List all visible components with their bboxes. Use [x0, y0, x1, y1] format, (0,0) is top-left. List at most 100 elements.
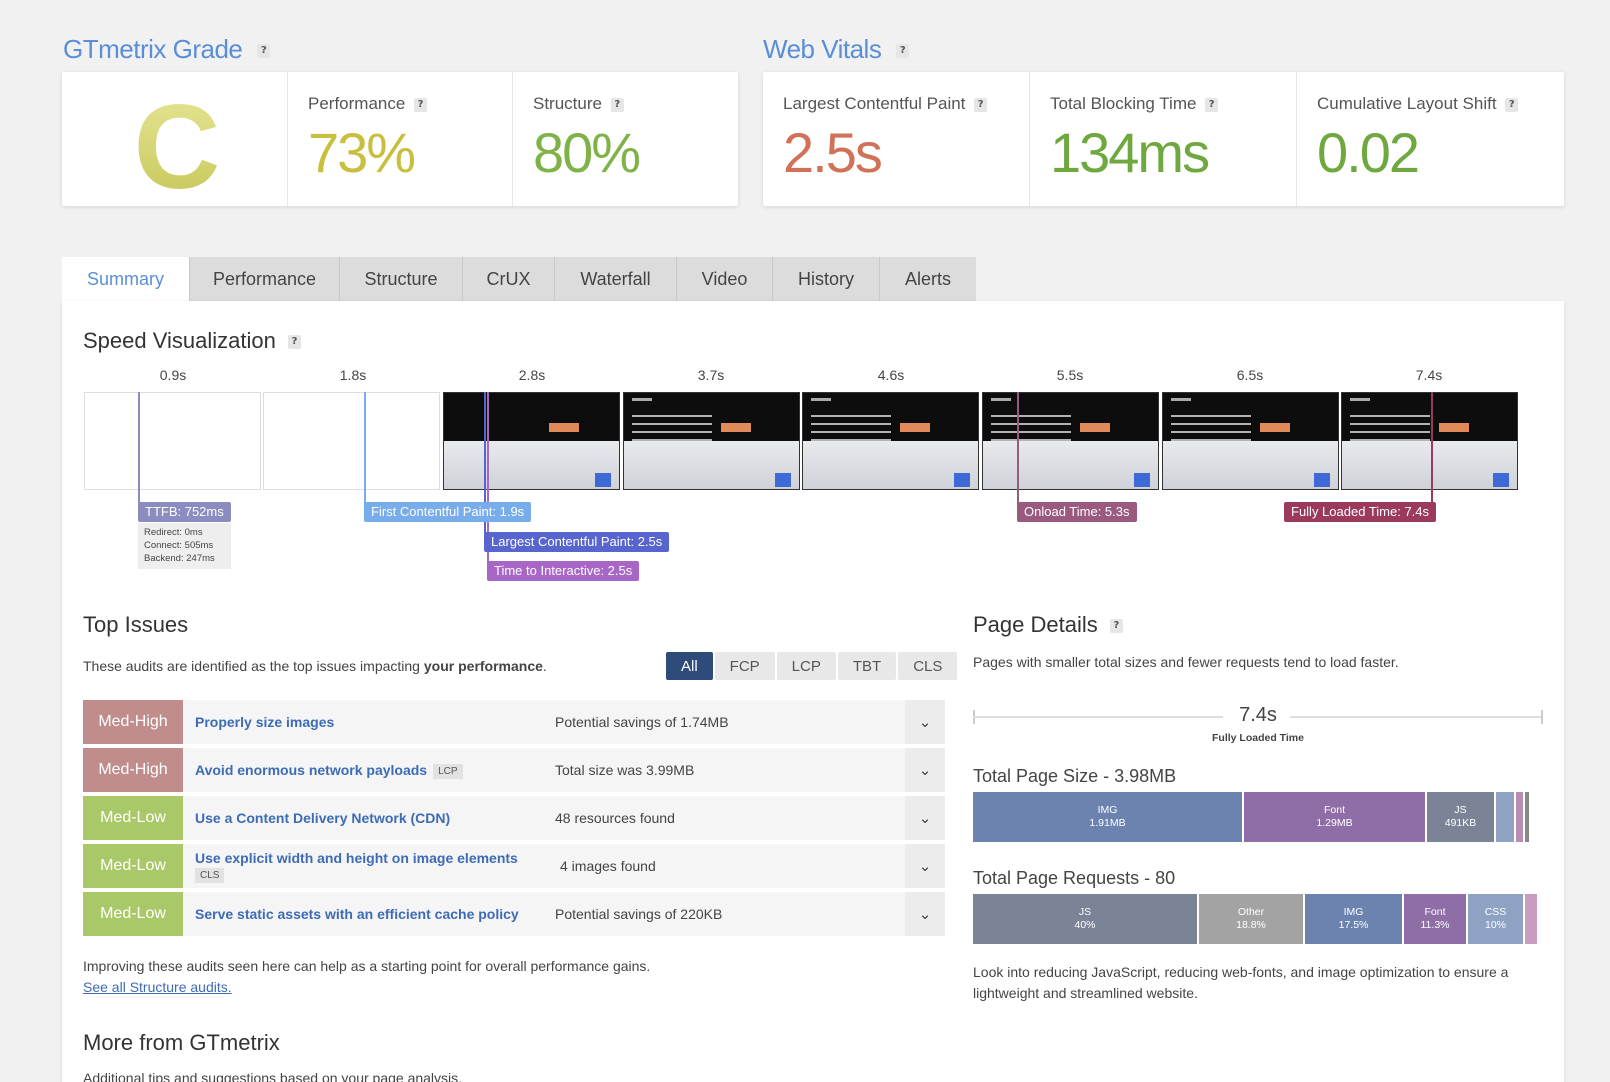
frame-nav-shape [632, 398, 652, 401]
frame-accent-shape [954, 473, 970, 487]
fully-loaded-value: 7.4s [1239, 704, 1277, 726]
total-size-title: Total Page Size - 3.98MB [973, 766, 1177, 786]
lcp-label-text: Largest Contentful Paint [783, 94, 966, 113]
help-icon[interactable]: ? [1505, 97, 1519, 112]
severity-badge: Med-Low [83, 892, 183, 936]
timeline-bar-left [973, 716, 1223, 718]
intro-bold: your performance [423, 658, 543, 674]
filmstrip-frame[interactable] [623, 392, 800, 490]
issue-row[interactable]: Med-Low Use explicit width and height on… [83, 844, 945, 888]
severity-badge: Med-High [83, 700, 183, 744]
size-segment [1525, 792, 1529, 842]
issue-result: 48 resources found [555, 810, 675, 826]
issue-title[interactable]: Serve static assets with an efficient ca… [195, 906, 519, 922]
segment-value: 1.29MB [1316, 817, 1353, 829]
lcp-cell: Largest Contentful Paint ? 2.5s [763, 72, 1030, 206]
help-icon[interactable]: ? [257, 44, 271, 59]
frame-headline-shape [991, 415, 1071, 441]
performance-value: 73% [308, 121, 416, 184]
tab-alerts[interactable]: Alerts [880, 257, 976, 302]
filmstrip-frame[interactable] [1162, 392, 1339, 490]
tbt-cell: Total Blocking Time ? 134ms [1030, 72, 1297, 206]
issue-title[interactable]: Avoid enormous network payloads LCP [195, 762, 463, 779]
tick-label: 4.6s [877, 367, 905, 383]
chevron-down-icon[interactable]: ⌄ [905, 796, 945, 840]
filmstrip-frame[interactable] [1341, 392, 1518, 490]
filter-lcp[interactable]: LCP [776, 652, 836, 680]
cls-label-text: Cumulative Layout Shift [1317, 94, 1497, 113]
chevron-down-icon[interactable]: ⌄ [905, 844, 945, 888]
frame-nav-shape [1171, 398, 1191, 401]
issue-result: Total size was 3.99MB [555, 762, 695, 778]
issue-row[interactable]: Med-Low Serve static assets with an effi… [83, 892, 945, 936]
issue-row[interactable]: Med-Low Use a Content Delivery Network (… [83, 796, 945, 840]
help-icon[interactable]: ? [610, 97, 624, 112]
filter-tbt[interactable]: TBT [837, 652, 897, 680]
filmstrip-frame[interactable] [802, 392, 979, 490]
timeline-bar-right [1290, 716, 1543, 718]
filmstrip-frame[interactable] [84, 392, 261, 490]
tick-label: 0.9s [159, 367, 187, 383]
structure-cell: Structure ? 80% [513, 72, 738, 206]
tab-crux[interactable]: CrUX [463, 257, 555, 302]
tab-history[interactable]: History [773, 257, 880, 302]
tab-video[interactable]: Video [677, 257, 773, 302]
tab-structure[interactable]: Structure [340, 257, 463, 302]
tbt-label: Total Blocking Time ? [1050, 94, 1219, 114]
size-segment [1516, 792, 1523, 842]
size-segment: Font 1.29MB [1244, 792, 1425, 842]
help-icon[interactable]: ? [1109, 619, 1123, 634]
tbt-label-text: Total Blocking Time [1050, 94, 1197, 113]
chevron-down-icon[interactable]: ⌄ [905, 892, 945, 936]
filmstrip-frame[interactable] [443, 392, 620, 490]
help-icon[interactable]: ? [896, 44, 910, 59]
filter-cls[interactable]: CLS [898, 652, 958, 680]
issue-title-text[interactable]: Avoid enormous network payloads [195, 762, 428, 778]
filmstrip-frame[interactable] [263, 392, 440, 490]
top-issues-title: Top Issues [83, 612, 189, 637]
chevron-down-icon[interactable]: ⌄ [905, 748, 945, 792]
request-segment: Font 11.3% [1404, 894, 1466, 944]
help-icon[interactable]: ? [414, 97, 428, 112]
tick-label: 2.8s [518, 367, 546, 383]
page-details-footer: Look into reducing JavaScript, reducing … [973, 964, 1509, 1001]
fully-loaded-marker: Fully Loaded Time: 7.4s [1284, 502, 1437, 522]
issues-footer: Improving these audits seen here can hel… [83, 958, 651, 974]
issue-title[interactable]: Use explicit width and height on image e… [195, 850, 518, 866]
lcp-marker: Largest Contentful Paint: 2.5s [484, 532, 670, 552]
tab-performance[interactable]: Performance [190, 257, 340, 302]
frame-accent-shape [1493, 473, 1509, 487]
see-structure-audits-link[interactable]: See all Structure audits. [83, 979, 232, 995]
filmstrip-frame[interactable] [982, 392, 1159, 490]
issue-result: 4 images found [560, 858, 656, 874]
tab-waterfall[interactable]: Waterfall [555, 257, 677, 302]
segment-value: 40% [1074, 919, 1096, 931]
tab-summary[interactable]: Summary [62, 257, 190, 302]
issue-row[interactable]: Med-High Properly size images Potential … [83, 700, 945, 744]
issue-filters: All FCP LCP TBT CLS [666, 652, 959, 680]
segment-value: 10% [1484, 919, 1506, 931]
more-intro: Additional tips and suggestions based on… [83, 1070, 463, 1082]
issue-row[interactable]: Med-High Avoid enormous network payloads… [83, 748, 945, 792]
help-icon[interactable]: ? [1205, 97, 1219, 112]
speed-title-text: Speed Visualization [83, 328, 276, 353]
frame-accent-shape [1134, 473, 1150, 487]
help-icon[interactable]: ? [287, 335, 301, 350]
help-icon[interactable]: ? [974, 97, 988, 112]
segment-value: 18.8% [1236, 919, 1266, 931]
filter-fcp[interactable]: FCP [714, 652, 775, 680]
issue-title[interactable]: Properly size images [195, 714, 335, 730]
frame-screenshot-shape [983, 441, 1158, 489]
frame-headline-shape [632, 415, 712, 441]
structure-value: 80% [533, 121, 641, 184]
issue-title[interactable]: Use a Content Delivery Network (CDN) [195, 810, 451, 826]
frame-headline-shape [1350, 415, 1430, 441]
ttfb-detail: Redirect: 0ms Connect: 505ms Backend: 24… [138, 523, 231, 569]
frame-headline-shape [1171, 415, 1251, 441]
tti-line [487, 392, 489, 569]
filter-all[interactable]: All [666, 652, 713, 680]
frame-headline-shape [811, 415, 891, 441]
chevron-down-icon[interactable]: ⌄ [905, 700, 945, 744]
frame-accent-shape [1314, 473, 1330, 487]
segment-name: IMG [1343, 906, 1364, 918]
